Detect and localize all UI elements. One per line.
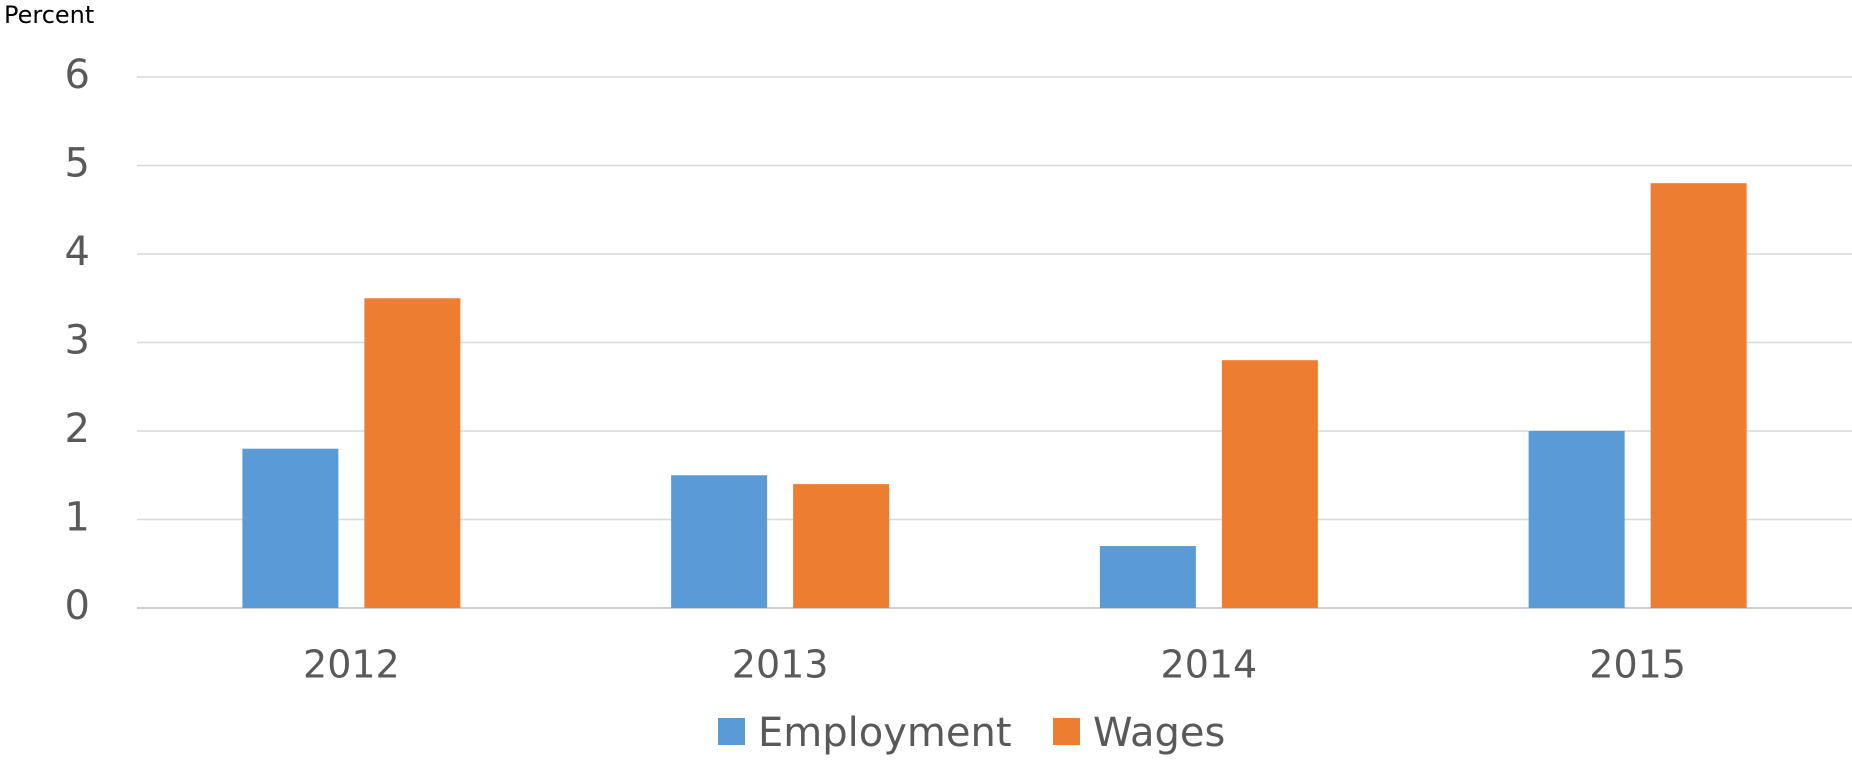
x-tick-label: 2015 [1589, 643, 1686, 687]
bar [364, 298, 461, 608]
x-tick-label: 2013 [732, 643, 829, 687]
y-tick-label: 5 [65, 141, 90, 187]
y-tick-label: 4 [65, 229, 90, 275]
legend-swatch [718, 718, 745, 745]
bar [1099, 546, 1196, 608]
y-tick-label: 2 [65, 406, 90, 452]
x-tick-label: 2012 [303, 643, 400, 687]
y-tick-label: 1 [65, 495, 90, 541]
y-axis-label: Percent [4, 1, 94, 29]
bar [242, 448, 339, 608]
bar [793, 484, 890, 608]
bar [671, 475, 768, 608]
legend-label: Wages [1093, 710, 1225, 756]
y-tick-label: 0 [65, 583, 90, 629]
y-tick-label: 6 [65, 52, 90, 98]
bar [1221, 360, 1318, 608]
bar [1650, 183, 1747, 608]
legend-label: Employment [758, 710, 1012, 756]
bar [1528, 431, 1625, 608]
x-tick-label: 2014 [1161, 643, 1258, 687]
y-tick-label: 3 [65, 318, 90, 364]
legend-swatch [1053, 718, 1080, 745]
